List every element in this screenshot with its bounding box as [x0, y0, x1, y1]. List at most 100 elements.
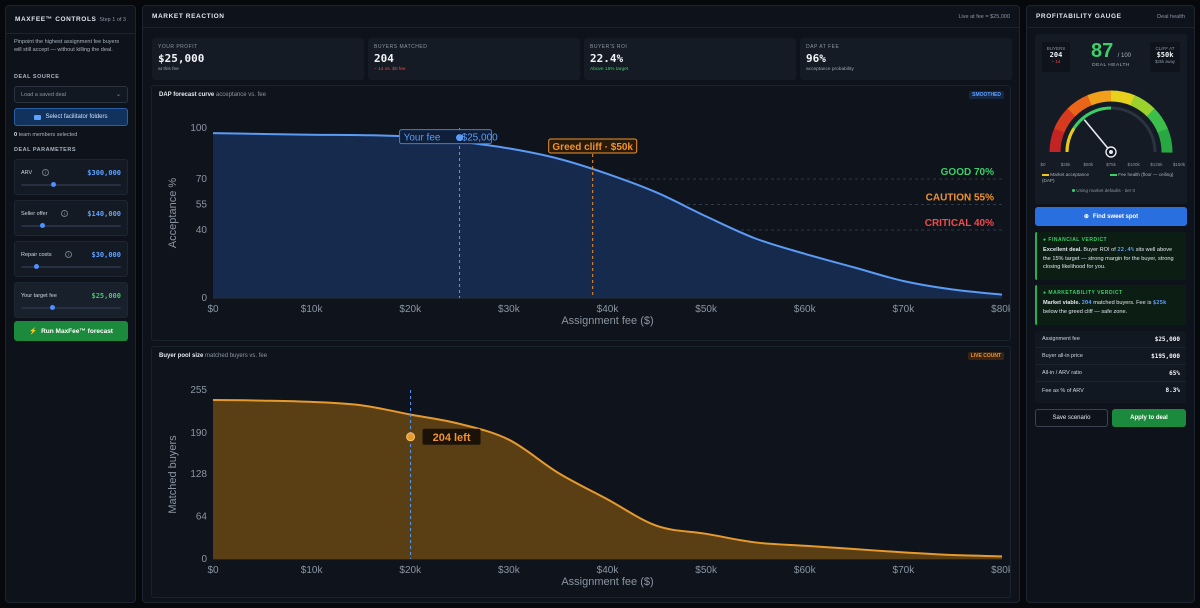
x-tick-label: $30k [498, 565, 521, 576]
param-seller-offer[interactable]: Seller offer i $140,000 [14, 200, 128, 236]
buyers-delta: − 14 [1051, 59, 1061, 64]
buyers-value: 204 [1049, 51, 1063, 59]
x-tick-label: $70k [893, 565, 916, 576]
param-arv[interactable]: ARV i $300,000 [14, 159, 128, 195]
x-axis-label: Assignment fee ($) [561, 315, 653, 327]
step-indicator: Step 1 of 3 [99, 16, 126, 23]
x-tick-label: $30k [498, 304, 521, 315]
info-icon[interactable]: i [65, 251, 72, 258]
gauge-arc-segment [1067, 94, 1093, 117]
controls-header: MAXFEE™ CONTROLS Step 1 of 3 [6, 6, 135, 34]
marketability-text2: matched buyers. Fee is [1091, 300, 1153, 306]
select-folders-label: Select facilitator folders [45, 114, 108, 120]
gauge-tick-label: $75k [1106, 162, 1117, 167]
summary-value: $195,000 [1151, 352, 1180, 360]
legend-fee: Fee health (floor — ceiling) [1110, 172, 1180, 178]
gauge-arc-segment [1157, 128, 1173, 153]
team-text: team members selected [18, 132, 78, 138]
save-scenario-button[interactable]: Save scenario [1035, 409, 1108, 427]
y-tick-label: 40 [196, 225, 208, 236]
kpi-value: 204 [374, 52, 394, 65]
series-area [213, 133, 1002, 298]
legend-fee-label: Fee health (floor — ceiling) [1118, 172, 1174, 177]
gauge-sub: Deal health [1157, 13, 1185, 20]
info-icon[interactable]: i [42, 169, 49, 176]
summary-table [1035, 331, 1186, 403]
deal-source-label: DEAL SOURCE [14, 74, 60, 80]
gauge-arc-segment [1054, 108, 1076, 133]
gauge-title: PROFITABILITY GAUGE [1036, 13, 1122, 20]
gauge-dap-arc [1065, 127, 1076, 153]
x-tick-label: $60k [794, 304, 817, 315]
seller-slider-handle[interactable] [40, 223, 45, 228]
cliff-callout-box [548, 138, 638, 154]
legend-dap-label: Market acceptance (DAP) [1042, 172, 1090, 183]
select-folders-button[interactable]: Select facilitator folders [14, 108, 128, 126]
financial-text1: Buyer ROI of [1081, 247, 1118, 253]
arv-slider-track[interactable] [21, 184, 121, 186]
pool-callout-box [422, 428, 481, 445]
pool-chart-svg: $0 $10k $20k $30k $40k $50k $60k $70k $80k 0 64 128… [167, 385, 1010, 588]
fee-callout-value: $25,000 [462, 133, 499, 144]
financial-text2: sits well above the 15% target — strong … [1043, 247, 1174, 270]
series-line [212, 132, 1003, 296]
kpi-roi: BUYER'S ROI 22.4% Above 15% target [584, 38, 796, 80]
gauge-inner-track [1065, 106, 1157, 153]
chevron-down-icon: ⌄ [115, 92, 121, 98]
kpi-value: 96% [806, 52, 826, 65]
param-target-fee[interactable]: Your target fee $25,000 [14, 282, 128, 318]
arv-slider-handle[interactable] [51, 182, 56, 187]
fee-marker-dot [456, 134, 464, 142]
run-forecast-button[interactable]: ⚡ Run MaxFee™ forecast [14, 321, 128, 341]
kpi-sub: − 14 vs. $0 fee [374, 67, 406, 72]
kpi-sub: Above 15% target [590, 67, 629, 72]
cliff-callout-label: Greed cliff · $50k [552, 142, 633, 153]
gauge-tick-label: $50k [1083, 162, 1094, 167]
summary-label: All-in / ARV ratio [1042, 370, 1082, 376]
cliff-label: CLIFF AT [1155, 46, 1175, 51]
gauge-svg: $0 $25k $50k $75k $100k $125k $150k [1040, 90, 1186, 167]
gauge-arc-segment [1049, 127, 1065, 153]
gauge-tick-label: $150k [1173, 162, 1186, 167]
find-sweet-spot-button[interactable]: ⊕ Find sweet spot [1035, 207, 1187, 226]
kpi-label: BUYER'S ROI [590, 44, 628, 50]
repair-slider-handle[interactable] [34, 264, 39, 269]
defaults-dot-icon [1072, 189, 1075, 192]
x-tick-label: $0 [207, 304, 219, 315]
kpi-value: 22.4% [590, 52, 624, 65]
kpi-label: DAP AT FEE [806, 44, 840, 50]
defaults-note: Using market defaults · tier 0 [1072, 188, 1135, 194]
info-icon[interactable]: i [61, 210, 68, 217]
y-tick-label: 0 [201, 554, 207, 565]
param-value: $140,000 [87, 210, 121, 218]
x-tick-label: $20k [399, 565, 422, 576]
y-tick-label: 55 [196, 200, 208, 211]
seller-slider-track[interactable] [21, 225, 121, 227]
gauge-arc-segment [1146, 108, 1169, 134]
legend-dap-swatch [1042, 173, 1049, 176]
param-repair-costs[interactable]: Repair costs i $30,000 [14, 241, 128, 277]
dap-chart-svg: $0 $10k $20k $30k $40k $50k $60k $70k $80k 0 40 55 7… [167, 123, 1010, 327]
gauge-needle [1083, 119, 1112, 153]
y-tick-label: 70 [196, 174, 208, 185]
controls-panel: MAXFEE™ CONTROLS Step 1 of 3 Pinpoint th… [5, 5, 136, 603]
summary-value: 8.3% [1165, 387, 1180, 394]
financial-head-text: FINANCIAL VERDICT [1048, 237, 1108, 243]
threshold-label: GOOD 70% [941, 167, 994, 178]
fee-slider-handle[interactable] [50, 305, 55, 310]
fee-callout-box [399, 129, 493, 145]
marketability-text3: below the greed cliff — safe zone. [1043, 308, 1128, 315]
apply-to-deal-button[interactable]: Apply to deal [1112, 409, 1186, 427]
repair-slider-track[interactable] [21, 266, 121, 268]
fee-slider-track[interactable] [21, 307, 121, 309]
marketability-head-text: MARKETABILITY VERDICT [1048, 290, 1123, 296]
kpi-sub: acceptance probability [806, 67, 854, 72]
summary-label: Assignment fee [1042, 336, 1080, 342]
param-value: $30,000 [91, 251, 121, 259]
x-tick-label: $50k [695, 304, 718, 315]
y-tick-label: 190 [190, 428, 207, 439]
gauge-arc-segment [1110, 90, 1136, 106]
kpi-profit: YOUR PROFIT $25,000 at this fee [152, 38, 364, 80]
saved-deal-select[interactable]: Load a saved deal ⌄ [14, 86, 128, 103]
marketability-lead: Market viable. [1043, 300, 1080, 306]
